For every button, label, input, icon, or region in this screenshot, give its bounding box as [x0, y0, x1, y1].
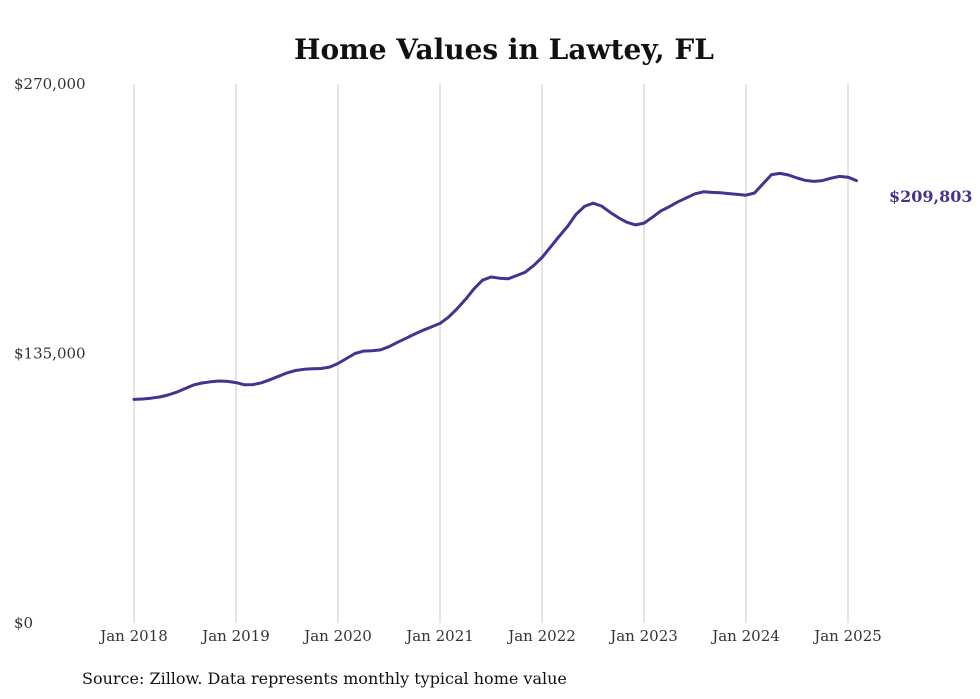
gridlines [133, 84, 849, 623]
chart-title: Home Values in Lawtey, FL [294, 33, 714, 66]
x-tick-label: Jan 2025 [812, 627, 882, 645]
x-tick-label: Jan 2021 [404, 627, 474, 645]
x-tick-label: Jan 2023 [608, 627, 678, 645]
x-tick-label: Jan 2024 [710, 627, 780, 645]
y-axis-ticks: $0 $135,000 $270,000 [14, 75, 86, 632]
x-tick-label: Jan 2018 [98, 627, 168, 645]
series-line [132, 171, 858, 401]
x-tick-label: Jan 2019 [200, 627, 270, 645]
source-note: Source: Zillow. Data represents monthly … [82, 669, 567, 688]
end-value-label: $209,803 [889, 187, 973, 206]
y-tick-label: $270,000 [14, 75, 86, 93]
y-tick-label: $135,000 [14, 345, 86, 363]
x-tick-label: Jan 2022 [506, 627, 576, 645]
x-axis-ticks: Jan 2018 Jan 2019 Jan 2020 Jan 2021 Jan 2022… [98, 627, 882, 645]
y-tick-label: $0 [14, 614, 33, 632]
x-tick-label: Jan 2020 [302, 627, 372, 645]
